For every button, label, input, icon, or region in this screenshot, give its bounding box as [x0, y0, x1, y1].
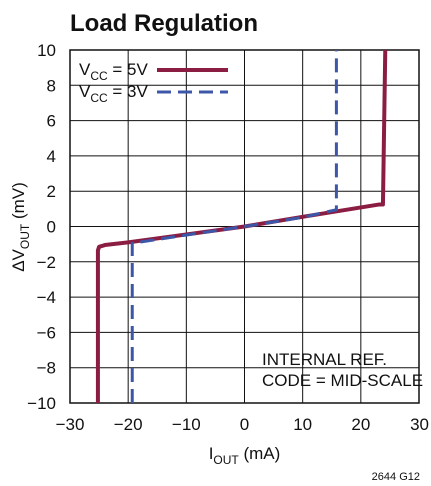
x-tick-label: −30: [56, 415, 85, 434]
y-axis-label: ΔVOUT (mV): [9, 182, 32, 272]
y-tick-label: 6: [47, 112, 56, 131]
annotation-line: INTERNAL REF.: [262, 350, 387, 369]
legend-label-vcc-3v-subscript: CC: [90, 91, 108, 105]
vcc-3v-series-line: [130, 50, 338, 403]
x-axis-label-suffix: (mA): [239, 444, 281, 463]
y-tick-label: 2: [47, 182, 56, 201]
x-tick-label: −10: [172, 415, 201, 434]
x-axis-label-main: I: [209, 444, 214, 463]
annotation-line: CODE = MID-SCALE: [262, 371, 423, 390]
x-tick-label: 20: [351, 415, 370, 434]
x-tick-label: 0: [240, 415, 249, 434]
y-axis-label-group: ΔVOUT (mV): [9, 182, 32, 272]
y-tick-label: 4: [47, 147, 56, 166]
legend-label-vcc-5v: VCC = 5V: [79, 60, 149, 83]
legend-label-vcc-5v-subscript: CC: [90, 69, 108, 83]
annotation: INTERNAL REF. CODE = MID-SCALE: [262, 350, 423, 390]
chart-title: Load Regulation: [70, 10, 258, 37]
legend-label-vcc-3v-main: V: [79, 82, 91, 101]
legend-label-vcc-3v: VCC = 3V: [79, 82, 149, 105]
y-tick-label: 10: [37, 41, 56, 60]
x-axis-label: IOUT (mA): [209, 444, 281, 467]
y-axis-label-subscript: OUT: [18, 223, 32, 249]
y-axis-label-suffix: (mV): [9, 182, 28, 224]
legend-label-vcc-3v-suffix: = 3V: [108, 82, 149, 101]
x-tick-label: 30: [410, 415, 429, 434]
x-axis-label-subscript: OUT: [213, 453, 239, 467]
legend-label-vcc-5v-suffix: = 5V: [108, 60, 149, 79]
y-tick-label: −8: [37, 359, 56, 378]
x-tick-label: −20: [114, 415, 143, 434]
plot-frame: [69, 49, 420, 404]
y-tick-label: −4: [37, 288, 56, 307]
y-tick-label: −2: [37, 253, 56, 272]
y-tick-label: −10: [27, 394, 56, 413]
x-tick-label: 10: [293, 415, 312, 434]
legend-label-vcc-5v-main: V: [79, 60, 91, 79]
y-tick-label: −6: [37, 323, 56, 342]
y-axis-label-main: ΔV: [9, 248, 28, 271]
y-tick-label: 8: [47, 76, 56, 95]
figure-code: 2644 G12: [372, 471, 420, 483]
y-tick-label: 0: [47, 218, 56, 237]
